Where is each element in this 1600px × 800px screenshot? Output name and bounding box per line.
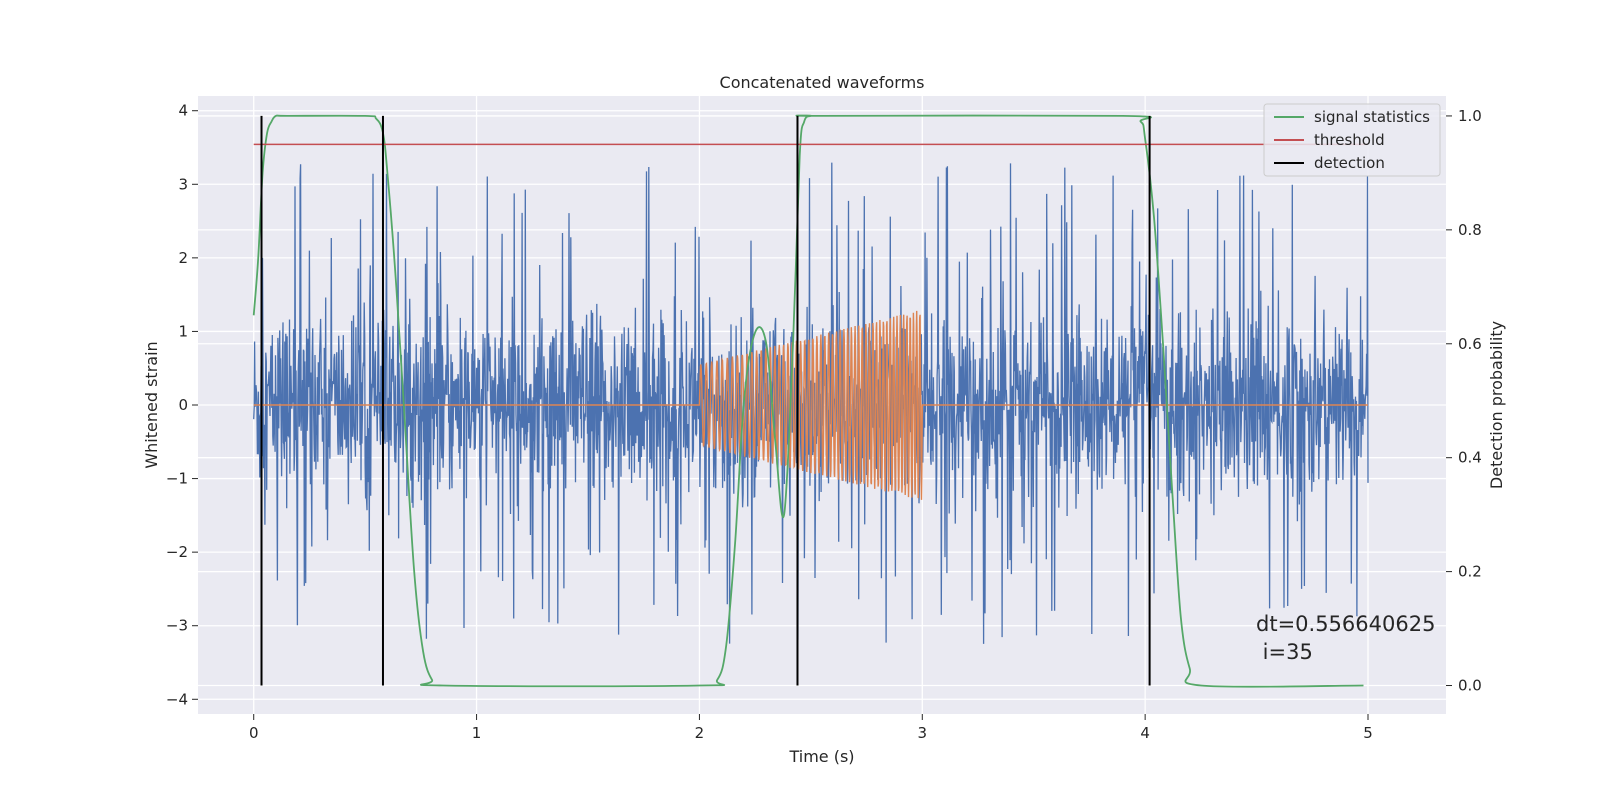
ticks: 0 1 2 3 4 5 4 3 2 1 0 −1 −2 −3 −4 1.0 0.8 0.6 0.4 0.2 0.0 bbox=[166, 102, 1482, 742]
injection-line bbox=[253, 310, 1368, 500]
x-tick-label: 0 bbox=[249, 724, 259, 742]
x-tick-label: 4 bbox=[1140, 724, 1150, 742]
legend-label-detection: detection bbox=[1314, 154, 1385, 172]
y-tick-label-right: 0.2 bbox=[1458, 563, 1482, 581]
detection-series bbox=[260, 115, 1151, 686]
chart-title: Concatenated waveforms bbox=[720, 73, 925, 92]
x-tick-label: 1 bbox=[472, 724, 482, 742]
strain-series bbox=[253, 162, 1369, 644]
y-tick-label-right: 0.0 bbox=[1458, 677, 1482, 695]
legend-label-signal-statistics: signal statistics bbox=[1314, 108, 1430, 126]
legend-box bbox=[1263, 103, 1441, 177]
y-tick-label-left: −4 bbox=[166, 690, 188, 708]
x-tick-label: 3 bbox=[918, 724, 928, 742]
x-axis-label: Time (s) bbox=[788, 747, 854, 766]
y-tick-label-left: 2 bbox=[178, 249, 188, 267]
y-axis-label-left: Whitened strain bbox=[142, 341, 161, 468]
y-tick-label-right: 1.0 bbox=[1458, 107, 1482, 125]
injection-series bbox=[253, 310, 1368, 500]
legend-label-threshold: threshold bbox=[1314, 131, 1385, 149]
x-tick-label: 2 bbox=[695, 724, 705, 742]
y-tick-label-left: −2 bbox=[166, 543, 188, 561]
y-tick-label-left: 3 bbox=[178, 175, 188, 193]
y-tick-label-left: −1 bbox=[166, 470, 188, 488]
annotation-dt: dt=0.556640625 bbox=[1256, 612, 1435, 636]
y-tick-label-left: 4 bbox=[178, 102, 188, 120]
signal-statistics-line bbox=[252, 114, 1364, 688]
strain-line bbox=[253, 162, 1369, 644]
signal-statistics-series bbox=[252, 114, 1364, 688]
legend: signal statistics threshold detection bbox=[1263, 103, 1441, 177]
y-tick-label-right: 0.6 bbox=[1458, 335, 1482, 353]
y-tick-label-right: 0.4 bbox=[1458, 449, 1482, 467]
annotation-i: i=35 bbox=[1256, 640, 1313, 664]
y-tick-label-left: 0 bbox=[178, 396, 188, 414]
y-tick-label-right: 0.8 bbox=[1458, 221, 1482, 239]
y-tick-label-left: 1 bbox=[178, 322, 188, 340]
x-tick-label: 5 bbox=[1363, 724, 1373, 742]
y-axis-label-right: Detection probability bbox=[1487, 321, 1506, 489]
y-tick-label-left: −3 bbox=[166, 617, 188, 635]
